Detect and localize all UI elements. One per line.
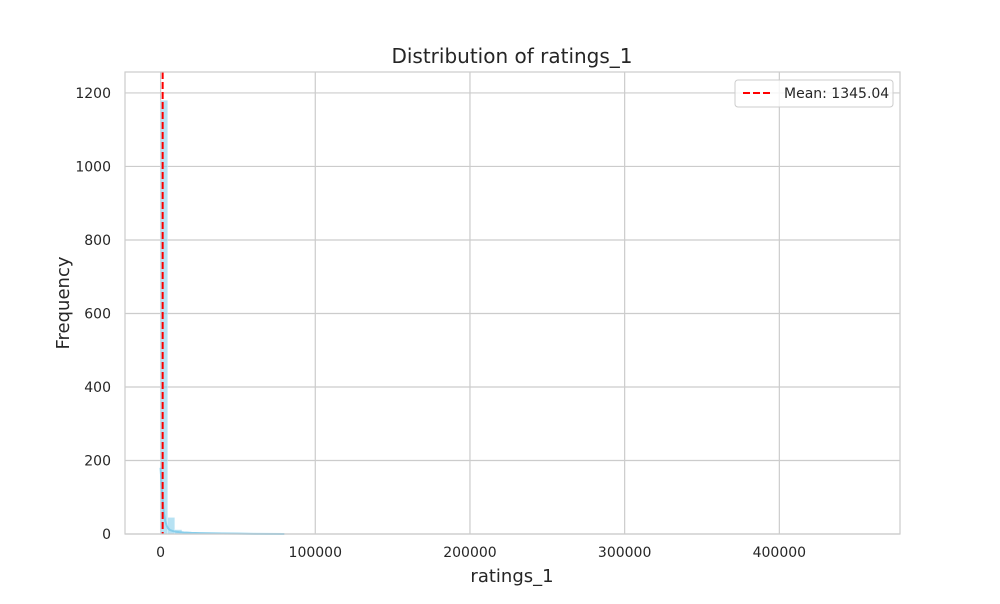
y-tick-label: 600 — [84, 306, 111, 322]
x-tick-label: 400000 — [753, 545, 806, 561]
plot-background — [125, 72, 900, 534]
y-tick-label: 1000 — [75, 159, 111, 175]
x-tick-labels: 0 100000 200000 300000 400000 — [156, 545, 806, 561]
x-tick-label: 200000 — [443, 545, 496, 561]
x-tick-label: 0 — [156, 545, 165, 561]
x-tick-label: 100000 — [289, 545, 342, 561]
y-tick-label: 200 — [84, 453, 111, 469]
y-tick-label: 1200 — [75, 86, 111, 102]
chart-title: Distribution of ratings_1 — [391, 44, 632, 68]
x-tick-label: 300000 — [598, 545, 651, 561]
y-axis-label: Frequency — [53, 256, 74, 349]
x-axis-label: ratings_1 — [470, 566, 553, 587]
y-tick-label: 400 — [84, 380, 111, 396]
y-tick-labels: 0 200 400 600 800 1000 1200 — [75, 86, 111, 543]
legend-mean-label: Mean: 1345.04 — [784, 86, 889, 102]
y-tick-label: 800 — [84, 233, 111, 249]
legend: Mean: 1345.04 — [735, 80, 893, 107]
y-tick-label: 0 — [102, 527, 111, 543]
